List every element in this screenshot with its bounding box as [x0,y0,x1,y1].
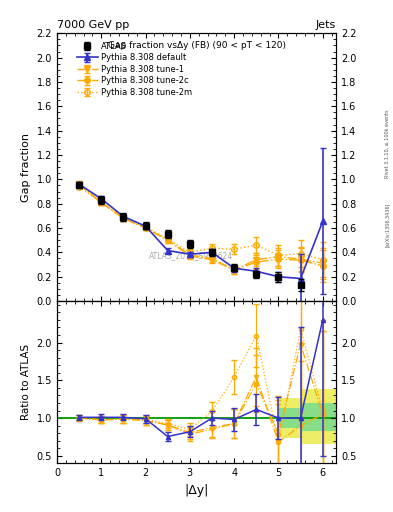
Text: Rivet 3.1.10, ≥ 100k events: Rivet 3.1.10, ≥ 100k events [385,109,390,178]
Y-axis label: Gap fraction: Gap fraction [21,133,31,202]
X-axis label: |Δy|: |Δy| [184,484,209,497]
Text: [arXiv:1306.3436]: [arXiv:1306.3436] [385,203,390,247]
Bar [278,408,301,428]
Bar [301,390,336,444]
Bar [278,398,301,438]
Text: 7000 GeV pp: 7000 GeV pp [57,19,129,30]
Bar [301,403,336,431]
Text: ATLAS_2011_S912624: ATLAS_2011_S912624 [149,251,233,260]
Legend: ATLAS, Pythia 8.308 default, Pythia 8.308 tune-1, Pythia 8.308 tune-2c, Pythia 8: ATLAS, Pythia 8.308 default, Pythia 8.30… [75,40,194,98]
Text: Jets: Jets [316,19,336,30]
Y-axis label: Ratio to ATLAS: Ratio to ATLAS [21,344,31,420]
Text: Gap fraction vsΔy (FB) (90 < pT < 120): Gap fraction vsΔy (FB) (90 < pT < 120) [108,41,285,50]
